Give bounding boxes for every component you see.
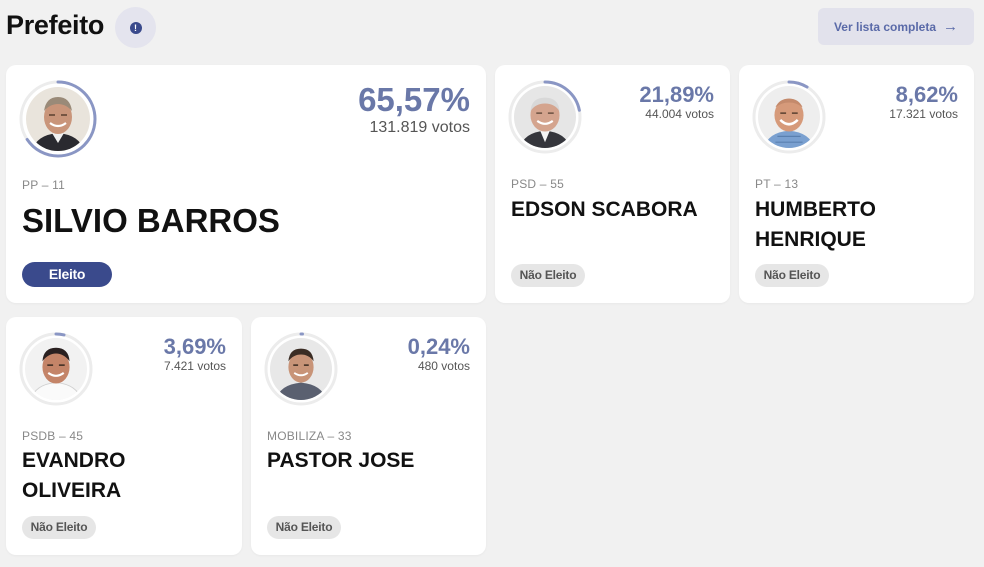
vote-share-ring (19, 332, 93, 406)
candidate-name: SILVIO BARROS (22, 202, 280, 239)
candidate-name-line-2: OLIVEIRA (22, 479, 122, 502)
party-label: MOBILIZA – 33 (267, 429, 352, 443)
vote-percentage: 8,62% (895, 82, 958, 107)
page-title: Prefeito (6, 10, 105, 40)
candidate-avatar (751, 79, 827, 155)
candidate-name: EDSON SCABORA (511, 198, 698, 221)
status-badge: Eleito (22, 262, 112, 287)
vote-count: 17.321 votos (889, 107, 958, 121)
candidate-name: PASTOR JOSE (267, 449, 415, 472)
vote-percentage: 3,69% (163, 334, 226, 359)
candidate-name-line-1: EVANDRO (22, 449, 126, 472)
vote-percentage: 21,89% (639, 82, 714, 107)
full-list-button[interactable]: Ver lista completa → (818, 8, 974, 45)
candidate-photo (758, 86, 820, 148)
candidate-photo (270, 338, 332, 400)
candidate-avatar (18, 331, 94, 407)
vote-share-ring (508, 80, 582, 154)
status-badge: Não Eleito (511, 264, 585, 287)
party-label: PSD – 55 (511, 177, 564, 191)
candidate-card-edson-scabora[interactable]: 21,89% 44.004 votos PSD – 55 EDSON SCABO… (495, 65, 730, 303)
candidate-name-line-1: HUMBERTO (755, 198, 876, 221)
candidate-card-pastor-jose[interactable]: 0,24% 480 votos MOBILIZA – 33 PASTOR JOS… (251, 317, 486, 555)
candidate-avatar (507, 79, 583, 155)
info-icon: ! (129, 21, 142, 34)
vote-share-ring (19, 80, 97, 158)
vote-count: 480 votos (417, 359, 470, 373)
arrow-right-icon: → (943, 18, 959, 35)
candidate-card-evandro-oliveira[interactable]: 3,69% 7.421 votos PSDB – 45 EVANDRO OLIV… (6, 317, 242, 555)
vote-count: 44.004 votos (645, 107, 714, 121)
vote-share-ring (752, 80, 826, 154)
candidate-card-silvio-barros[interactable]: 65,57% 131.819 votos PP – 11 SILVIO BARR… (6, 65, 486, 303)
party-label: PT – 13 (755, 177, 799, 191)
vote-count: 7.421 votos (163, 359, 226, 373)
vote-percentage: 0,24% (407, 334, 470, 359)
vote-percentage: 65,57% (358, 81, 470, 118)
info-button[interactable]: ! (115, 7, 156, 48)
status-badge: Não Eleito (755, 264, 829, 287)
status-badge: Não Eleito (22, 516, 96, 539)
candidate-photo (25, 338, 87, 400)
candidate-card-humberto-henrique[interactable]: 8,62% 17.321 votos PT – 13 HUMBERTO HENR… (739, 65, 974, 303)
party-label: PP – 11 (22, 178, 65, 192)
candidate-avatar (263, 331, 339, 407)
status-badge: Não Eleito (267, 516, 341, 539)
candidate-photo (514, 86, 576, 148)
full-list-label: Ver lista completa (833, 19, 937, 34)
candidate-name-line-2: HENRIQUE (755, 228, 866, 251)
vote-count: 131.819 votos (369, 119, 470, 136)
candidate-photo (26, 87, 90, 151)
vote-share-ring (264, 332, 338, 406)
party-label: PSDB – 45 (22, 429, 84, 443)
candidate-avatar (18, 79, 98, 159)
